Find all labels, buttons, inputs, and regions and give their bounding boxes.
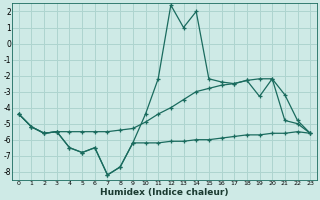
X-axis label: Humidex (Indice chaleur): Humidex (Indice chaleur) bbox=[100, 188, 229, 197]
